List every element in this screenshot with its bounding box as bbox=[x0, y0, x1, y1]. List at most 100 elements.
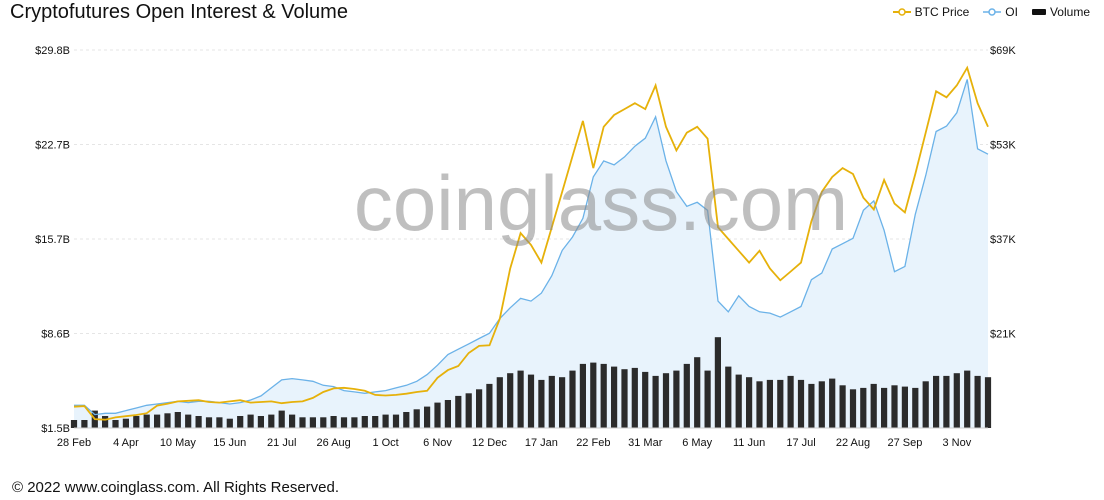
y-right-tick-label: $21K bbox=[990, 329, 1016, 341]
legend-label-volume: Volume bbox=[1049, 5, 1090, 19]
y-right-tick-label: $69K bbox=[990, 45, 1016, 57]
btc-price-legend-icon bbox=[892, 8, 911, 16]
legend-item-volume[interactable]: Volume bbox=[1031, 5, 1090, 19]
volume-bar bbox=[185, 414, 192, 428]
volume-bar bbox=[579, 363, 586, 428]
volume-bar bbox=[143, 414, 150, 428]
volume-bar bbox=[476, 389, 483, 428]
volume-bar bbox=[392, 414, 400, 428]
volume-bar bbox=[424, 406, 431, 428]
volume-bar bbox=[860, 387, 867, 428]
y-left-tick-label: $1.5B bbox=[41, 423, 70, 435]
x-tick-label: 12 Dec bbox=[472, 437, 507, 449]
volume-bar bbox=[714, 337, 721, 428]
volume-bar bbox=[901, 386, 908, 428]
volume-bar bbox=[330, 416, 337, 428]
volume-bar bbox=[683, 363, 690, 428]
volume-bar bbox=[912, 387, 919, 428]
volume-bar bbox=[81, 420, 88, 428]
volume-bar bbox=[70, 420, 78, 428]
x-tick-label: 17 Jul bbox=[786, 437, 815, 449]
volume-bar bbox=[964, 370, 971, 428]
volume-bar bbox=[953, 373, 960, 428]
volume-bar bbox=[735, 374, 742, 428]
volume-bar bbox=[351, 417, 358, 428]
legend-item-btc-price[interactable]: BTC Price bbox=[892, 5, 970, 19]
x-tick-label: 3 Nov bbox=[942, 437, 971, 449]
x-tick-label: 6 Nov bbox=[423, 437, 452, 449]
volume-bar bbox=[891, 385, 898, 428]
oi-legend-icon bbox=[983, 8, 1002, 16]
volume-bar bbox=[372, 416, 379, 428]
volume-bar bbox=[787, 375, 794, 428]
volume-bar bbox=[309, 417, 316, 428]
y-left-tick-label: $15.7B bbox=[35, 234, 70, 246]
y-left-tick-label: $8.6B bbox=[41, 329, 70, 341]
volume-bar bbox=[247, 414, 254, 428]
volume-bar bbox=[870, 383, 877, 428]
x-tick-label: 17 Jan bbox=[525, 437, 558, 449]
volume-bar bbox=[133, 416, 140, 428]
volume-bar bbox=[444, 400, 451, 428]
volume-bar bbox=[673, 370, 680, 428]
x-tick-label: 1 Oct bbox=[372, 437, 398, 449]
x-tick-label: 4 Apr bbox=[113, 437, 139, 449]
x-tick-label: 10 May bbox=[160, 437, 197, 449]
volume-bar bbox=[559, 377, 566, 428]
y-left-tick-label: $22.7B bbox=[35, 140, 70, 152]
volume-bar bbox=[829, 378, 836, 428]
volume-bar bbox=[808, 383, 815, 428]
x-tick-label: 6 May bbox=[682, 437, 712, 449]
volume-bar bbox=[403, 412, 410, 428]
volume-bar bbox=[704, 370, 711, 428]
volume-bar bbox=[600, 363, 607, 428]
volume-bar bbox=[122, 418, 129, 428]
volume-bar bbox=[507, 373, 514, 428]
volume-bar bbox=[797, 379, 805, 428]
volume-bar bbox=[642, 371, 649, 428]
watermark: coinglass.com bbox=[354, 159, 848, 247]
copyright-footer: © 2022 www.coinglass.com. All Rights Res… bbox=[12, 479, 340, 496]
x-tick-label: 31 Mar bbox=[628, 437, 663, 449]
volume-bar bbox=[694, 357, 701, 428]
x-tick-label: 22 Feb bbox=[576, 437, 610, 449]
legend-item-oi[interactable]: OI bbox=[983, 5, 1018, 19]
volume-bar bbox=[548, 375, 555, 428]
volume-bar bbox=[621, 369, 628, 428]
btc-price-line bbox=[73, 65, 989, 421]
volume-bar bbox=[465, 393, 472, 428]
chart-legend: BTC Price OI Volume bbox=[892, 5, 1090, 19]
page-title: Cryptofutures Open Interest & Volume bbox=[10, 1, 348, 23]
volume-bar bbox=[289, 414, 296, 428]
volume-bar bbox=[112, 420, 119, 428]
volume-bar bbox=[943, 375, 950, 428]
oi-line bbox=[74, 79, 989, 416]
legend-label-btc-price: BTC Price bbox=[914, 5, 970, 19]
volume-legend-icon bbox=[1031, 9, 1046, 15]
volume-bar bbox=[320, 417, 327, 428]
x-tick-label: 27 Sep bbox=[887, 437, 922, 449]
volume-bar bbox=[496, 377, 503, 428]
volume-bar bbox=[268, 414, 275, 428]
volume-bar bbox=[517, 370, 524, 428]
x-tick-label: 22 Aug bbox=[836, 437, 870, 449]
volume-bar bbox=[434, 402, 441, 428]
volume-bar bbox=[174, 412, 181, 428]
volume-bar bbox=[278, 410, 285, 428]
x-tick-label: 26 Aug bbox=[317, 437, 351, 449]
volume-bar bbox=[257, 416, 264, 428]
volume-bar bbox=[777, 379, 784, 428]
open-interest-chart: $1.5B $8.6B $15.7B $22.7B $29.8B $21K $37K $53K… bbox=[35, 45, 1016, 449]
volume-bar bbox=[569, 370, 576, 428]
volume-bar bbox=[746, 377, 753, 428]
volume-bar bbox=[818, 381, 825, 428]
volume-bar bbox=[652, 375, 659, 428]
volume-bar bbox=[299, 417, 306, 428]
volume-bar bbox=[361, 416, 368, 428]
volume-bar bbox=[756, 381, 763, 428]
volume-bar bbox=[538, 379, 545, 428]
y-left-tick-label: $29.8B bbox=[35, 45, 70, 57]
volume-bar bbox=[455, 395, 462, 428]
volume-bar bbox=[216, 417, 223, 428]
y-right-tick-label: $53K bbox=[990, 140, 1016, 152]
